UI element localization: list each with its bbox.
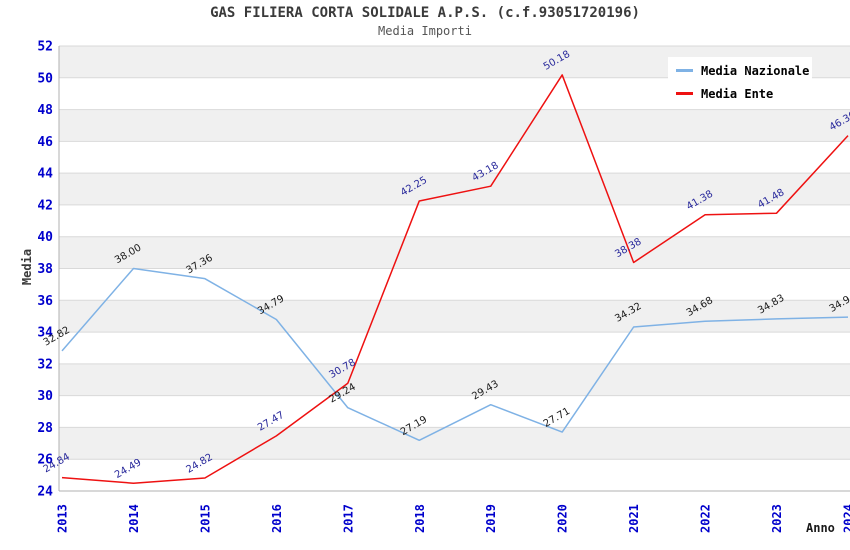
y-tick-label: 48	[37, 103, 53, 118]
plot-band	[59, 141, 850, 174]
y-tick-label: 44	[37, 167, 53, 182]
y-tick-label: 42	[37, 198, 53, 213]
chart-subtitle: Media Importi	[378, 24, 472, 38]
y-tick-label: 50	[37, 71, 53, 86]
y-axis-title: Media	[20, 248, 34, 286]
legend-item-media-ente: Media Ente	[668, 82, 812, 105]
y-tick-label: 30	[37, 389, 53, 404]
plot-band	[59, 363, 850, 396]
x-tick-label: 2020	[556, 504, 570, 533]
series-line-media-ente	[61, 74, 849, 484]
x-tick-label: 2014	[127, 504, 141, 533]
x-tick-label: 2015	[198, 504, 212, 533]
legend: Media Nazionale Media Ente	[668, 57, 812, 107]
plot-band	[59, 173, 850, 205]
legend-item-media-nazionale: Media Nazionale	[668, 59, 812, 82]
plot-band	[59, 332, 850, 364]
y-tick-label: 32	[37, 357, 53, 372]
plot-band	[59, 109, 850, 142]
y-tick-label: 52	[37, 40, 53, 55]
y-tick-label: 24	[37, 485, 53, 500]
x-tick-label: 2018	[413, 504, 427, 533]
plot-band	[59, 459, 850, 491]
plot-band	[59, 300, 850, 333]
plot-band	[59, 427, 850, 460]
plot-band	[59, 268, 850, 301]
x-tick-label: 2019	[484, 504, 498, 533]
y-tick-label: 46	[37, 135, 53, 150]
x-axis-title: Anno	[806, 521, 835, 535]
y-tick-label: 26	[37, 453, 53, 468]
plot-band	[59, 204, 850, 237]
media-ente-line-swatch	[676, 92, 693, 95]
y-tick-label: 38	[37, 262, 53, 277]
plot-band	[59, 236, 850, 269]
legend-label-media-nazionale: Media Nazionale	[701, 63, 810, 78]
y-tick-label: 36	[37, 294, 53, 309]
y-tick-label: 28	[37, 421, 53, 436]
legend-label-media-ente: Media Ente	[701, 86, 774, 101]
x-tick-label: 2024	[842, 504, 850, 533]
y-tick-label: 40	[37, 230, 53, 245]
x-tick-label: 2023	[770, 504, 784, 533]
y-tick-label: 34	[37, 326, 53, 341]
media-nazionale-line-swatch	[676, 69, 693, 72]
chart-title: GAS FILIERA CORTA SOLIDALE A.P.S. (c.f.9…	[210, 5, 640, 21]
x-tick-label: 2013	[56, 504, 70, 533]
x-tick-label: 2021	[627, 504, 641, 533]
x-tick-label: 2017	[341, 504, 355, 533]
x-tick-label: 2022	[699, 504, 713, 533]
series-line-media-nazionale	[61, 267, 849, 442]
x-tick-label: 2016	[270, 504, 284, 533]
